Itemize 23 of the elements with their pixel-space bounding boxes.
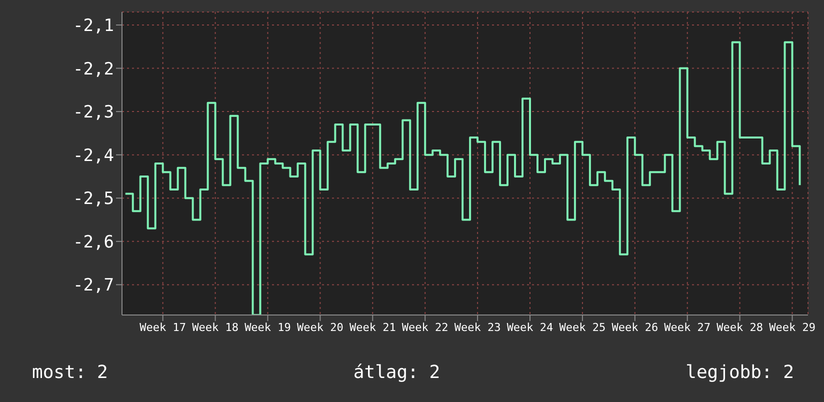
x-tick-label: Week 19	[244, 320, 291, 334]
y-tick-label: -2,3	[73, 102, 114, 123]
y-tick-label: -2,6	[73, 232, 114, 252]
x-tick-label: Week 17	[140, 320, 186, 334]
x-tick-label: Week 27	[664, 320, 711, 334]
text: átlag: 2	[353, 362, 440, 383]
y-tick-label: -2,4	[73, 146, 114, 166]
x-tick-label: Week 18	[192, 320, 238, 334]
x-tick-label: Week 23	[454, 320, 501, 334]
x-tick-label: Week 22	[402, 320, 448, 334]
x-tick-label: Week 24	[506, 320, 554, 334]
text: most: 2	[32, 362, 108, 383]
x-tick-label: Week 29	[769, 320, 816, 334]
y-tick-label: -2,5	[73, 189, 114, 210]
y-tick-label: -2,7	[73, 276, 114, 296]
x-tick-label: Week 28	[716, 320, 763, 334]
x-tick-label: Week 20	[297, 320, 344, 334]
x-tick-label: Week 25	[559, 320, 606, 334]
text: legjobb: 2	[686, 362, 794, 383]
x-tick-label: Week 21	[349, 320, 396, 334]
y-tick-label: -2,2	[73, 59, 114, 80]
y-tick-label: -2,1	[73, 16, 114, 36]
x-tick-label: Week 26	[612, 320, 658, 334]
